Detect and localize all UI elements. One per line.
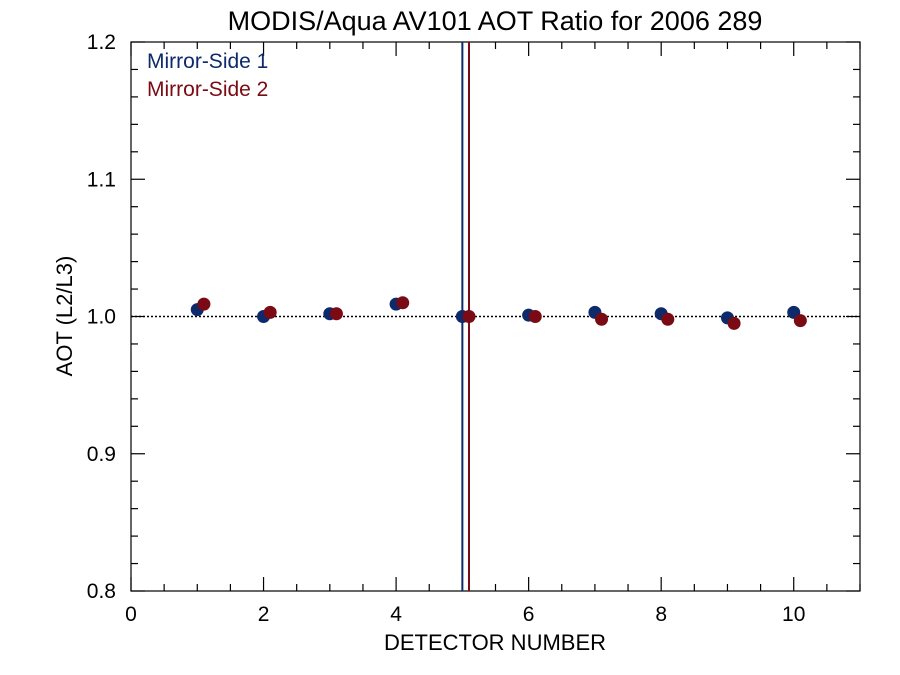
series-2-point: [727, 316, 741, 330]
x-tick-label: 4: [390, 603, 402, 626]
series-2-point: [396, 296, 410, 310]
series-2-point: [595, 312, 609, 326]
legend-entry-mirror-side-1: Mirror-Side 1: [147, 50, 268, 73]
y-tick-label: 0.9: [87, 443, 116, 466]
x-tick-label: 0: [125, 603, 137, 626]
y-tick-label: 1.2: [87, 31, 116, 54]
series-2-point: [197, 297, 211, 311]
chart-title: MODIS/Aqua AV101 AOT Ratio for 2006 289: [228, 6, 763, 36]
y-tick-label: 1.0: [87, 306, 116, 329]
legend: Mirror-Side 1 Mirror-Side 2: [147, 50, 268, 101]
x-tick-label: 10: [782, 603, 805, 626]
y-axis-label: AOT (L2/L3): [52, 256, 77, 377]
series-2-point: [793, 314, 807, 328]
x-tick-label: 6: [523, 603, 535, 626]
series-2-point: [263, 305, 277, 319]
y-tick-label: 0.8: [87, 580, 116, 603]
series-2-point: [462, 310, 476, 323]
series-2-point: [528, 310, 542, 323]
legend-entry-mirror-side-2: Mirror-Side 2: [147, 78, 268, 101]
x-tick-label: 2: [258, 603, 270, 626]
series-2-point: [661, 312, 675, 326]
x-tick-labels: 0 2 4 6 8 10: [125, 603, 805, 626]
data-points: [190, 296, 807, 330]
y-tick-labels: 0.8 0.9 1.0 1.1 1.2: [87, 31, 116, 603]
x-axis-label: DETECTOR NUMBER: [384, 630, 606, 655]
x-tick-label: 8: [655, 603, 667, 626]
series-2-point: [329, 307, 343, 321]
y-tick-label: 1.1: [87, 168, 116, 191]
